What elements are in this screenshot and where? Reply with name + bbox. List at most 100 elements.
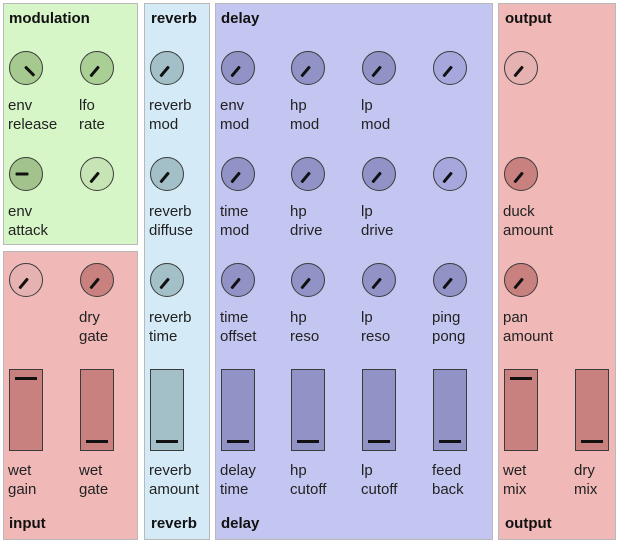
label-line2: mod (220, 116, 250, 133)
time-mod-label: time mod (220, 202, 249, 240)
time-mod-knob[interactable] (221, 157, 255, 191)
env-mod-knob[interactable] (221, 51, 255, 85)
label-line1: wet (503, 462, 527, 479)
hp-cutoff-fader[interactable] (291, 369, 325, 451)
label-line2: gate (79, 481, 109, 498)
label-line2: reso (290, 328, 320, 345)
pan-amount-label: pan amount (503, 308, 553, 346)
label-line2: attack (8, 222, 49, 239)
knob-indicator (512, 171, 524, 184)
knob-indicator (441, 171, 453, 184)
output-title-top: output (505, 10, 552, 27)
knob-indicator (23, 65, 35, 77)
ping-pong-label: ping pong (432, 308, 465, 346)
fader-handle[interactable] (439, 439, 461, 443)
label-line1: lfo (79, 97, 95, 114)
time-offset-knob[interactable] (221, 263, 255, 297)
wet-gain-fader[interactable] (9, 369, 43, 451)
label-line2: time (220, 481, 249, 498)
delay-knob-4-knob[interactable] (433, 51, 467, 85)
fader-handle[interactable] (227, 439, 249, 443)
hp-mod-knob[interactable] (291, 51, 325, 85)
dry-gate-knob[interactable] (80, 263, 114, 297)
fader-handle[interactable] (581, 439, 603, 443)
label-line2: rate (79, 116, 105, 133)
env-release-knob[interactable] (9, 51, 43, 85)
knob-indicator (441, 277, 453, 290)
lp-cutoff-fader[interactable] (362, 369, 396, 451)
label-line2: offset (220, 328, 257, 345)
fader-handle[interactable] (368, 439, 390, 443)
lp-mod-knob[interactable] (362, 51, 396, 85)
label-line1: hp (290, 97, 307, 114)
hp-reso-knob[interactable] (291, 263, 325, 297)
label-line2: mod (290, 116, 320, 133)
time-offset-label: time offset (220, 308, 256, 346)
ping-pong-knob[interactable] (433, 263, 467, 297)
label-line2: release (8, 116, 58, 133)
env-mod-label: env mod (220, 96, 249, 134)
hp-drive-knob[interactable] (291, 157, 325, 191)
knob-indicator (512, 65, 524, 78)
label-line2: mix (574, 481, 598, 498)
label-line1: lp (361, 309, 373, 326)
knob-indicator (158, 277, 170, 290)
knob-indicator (370, 65, 382, 78)
fader-handle[interactable] (297, 439, 319, 443)
lp-drive-knob[interactable] (362, 157, 396, 191)
label-line1: pan (503, 309, 529, 326)
knob-indicator (441, 65, 453, 78)
dry-gate-label: dry gate (79, 308, 108, 346)
fader-handle[interactable] (156, 439, 178, 443)
reverb-mod-label: reverb mod (149, 96, 192, 134)
fader-handle[interactable] (86, 439, 108, 443)
reverb-mod-knob[interactable] (150, 51, 184, 85)
lfo-rate-knob[interactable] (80, 51, 114, 85)
label-line1: env (8, 97, 33, 114)
label-line1: env (8, 203, 33, 220)
lp-reso-knob[interactable] (362, 263, 396, 297)
wet-gate-fader[interactable] (80, 369, 114, 451)
hp-mod-label: hp mod (290, 96, 319, 134)
label-line1: dry (574, 462, 595, 479)
knob-indicator (15, 172, 28, 176)
dry-mix-label: dry mix (574, 461, 597, 499)
label-line2: mix (503, 481, 527, 498)
modulation-title: modulation (9, 10, 90, 27)
label-line1: time (220, 309, 249, 326)
label-line1: ping (432, 309, 461, 326)
hp-drive-label: hp drive (290, 202, 323, 240)
label-line2: mod (220, 222, 250, 239)
label-line2: amount (503, 328, 554, 345)
env-attack-knob[interactable] (9, 157, 43, 191)
knob-indicator (370, 277, 382, 290)
reverb-time-knob[interactable] (150, 263, 184, 297)
knob-indicator (17, 277, 29, 290)
label-line2: reso (361, 328, 391, 345)
reverb-diffuse-knob[interactable] (150, 157, 184, 191)
label-line2: gain (8, 481, 37, 498)
pan-amount-knob[interactable] (504, 263, 538, 297)
delay-time-fader[interactable] (221, 369, 255, 451)
duck-amount-knob[interactable] (504, 157, 538, 191)
reverb-time-label: reverb time (149, 308, 192, 346)
reverb-amount-fader[interactable] (150, 369, 184, 451)
dry-mix-fader[interactable] (575, 369, 609, 451)
knob-indicator (370, 171, 382, 184)
label-line1: hp (290, 309, 307, 326)
output-knob-1-knob[interactable] (504, 51, 538, 85)
lfo-amount-knob[interactable] (80, 157, 114, 191)
delay-knob-8-knob[interactable] (433, 157, 467, 191)
duck-amount-label: duck amount (503, 202, 553, 240)
label-line1: time (220, 203, 249, 220)
wet-input-knob[interactable] (9, 263, 43, 297)
fader-handle[interactable] (510, 377, 532, 381)
fader-handle[interactable] (15, 377, 37, 381)
env-release-label: env release (8, 96, 57, 134)
lp-drive-label: lp drive (361, 202, 394, 240)
feed-back-fader[interactable] (433, 369, 467, 451)
wet-mix-fader[interactable] (504, 369, 538, 451)
label-line2: drive (361, 222, 394, 239)
label-line2: mod (361, 116, 391, 133)
delay-time-label: delay time (220, 461, 256, 499)
